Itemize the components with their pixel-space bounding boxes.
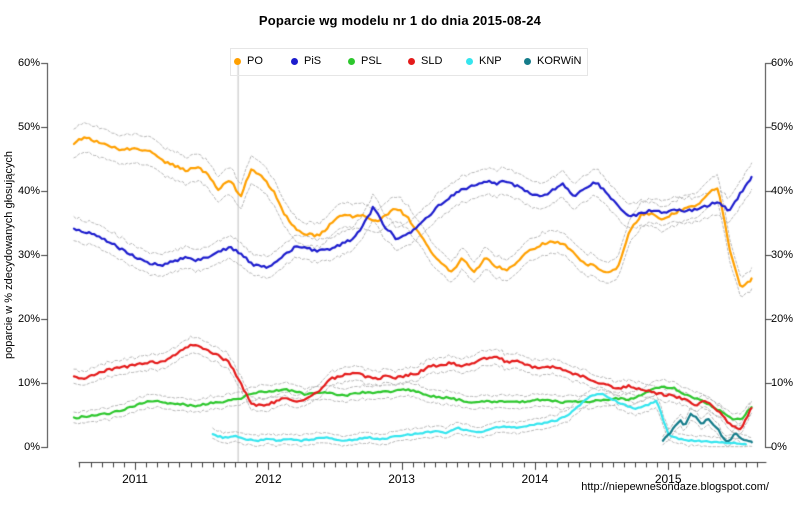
legend-item-knp: KNP <box>466 55 502 68</box>
y-axis-tick-label-right-20%: 20% <box>771 313 794 325</box>
y-axis-tick-label-left-30%: 30% <box>17 249 40 261</box>
legend-label-korwin: KORWiN <box>537 55 582 67</box>
y-axis-tick-label-left-60%: 60% <box>17 57 40 69</box>
y-axis-tick-label-right-10%: 10% <box>771 377 794 389</box>
legend-dot-knp-icon <box>466 58 473 65</box>
y-axis-tick-label-right-0%: 0% <box>771 441 787 453</box>
x-axis-year-label-2011: 2011 <box>122 472 148 486</box>
y-axis-tick-label-right-40%: 40% <box>771 185 794 197</box>
legend-dot-psl-icon <box>348 58 355 65</box>
x-axis-year-label-2012: 2012 <box>254 472 282 486</box>
source-url: http://niepewnesondaze.blogspot.com/ <box>581 481 769 493</box>
legend-item-pis: PiS <box>291 55 321 68</box>
y-axis-tick-label-right-50%: 50% <box>771 121 794 133</box>
legend-label-knp: KNP <box>479 55 502 67</box>
y-axis-tick-label-left-50%: 50% <box>17 121 40 133</box>
y-axis-tick-label-left-40%: 40% <box>17 185 40 197</box>
legend-label-psl: PSL <box>361 55 382 67</box>
legend-dot-sld-icon <box>408 58 415 65</box>
y-axis-tick-label-right-30%: 30% <box>771 249 794 261</box>
y-axis-tick-label-right-60%: 60% <box>771 57 794 69</box>
y-axis-tick-label-left-20%: 20% <box>17 313 40 325</box>
legend-label-po: PO <box>247 55 263 67</box>
legend-label-pis: PiS <box>304 55 322 67</box>
x-axis-year-label-2013: 2013 <box>388 472 415 486</box>
chart-title: Poparcie wg modelu nr 1 do dnia 2015-08-… <box>258 13 542 28</box>
y-axis-tick-label-left-10%: 10% <box>17 377 40 389</box>
legend-dot-pis-icon <box>291 58 298 65</box>
legend-dot-korwin-icon <box>524 58 531 65</box>
legend-item-sld: SLD <box>408 55 442 68</box>
x-axis-year-label-2015: 2015 <box>654 472 682 486</box>
legend-dot-po-icon <box>234 58 241 65</box>
legend-label-sld: SLD <box>421 55 443 67</box>
legend-item-korwin: KORWiN <box>524 55 581 68</box>
y-axis-tick-label-left-0%: 0% <box>24 441 40 453</box>
legend-item-po: PO <box>234 55 263 68</box>
x-axis-year-label-2014: 2014 <box>521 472 549 486</box>
legend-box <box>230 48 588 76</box>
legend-item-psl: PSL <box>348 55 382 68</box>
